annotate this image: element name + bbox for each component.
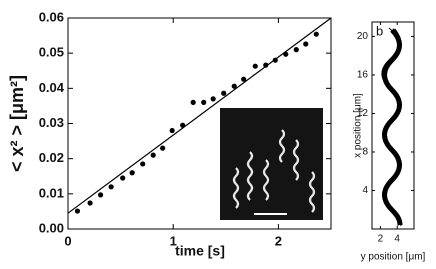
- data-point: [303, 41, 309, 47]
- y-tick-label: 8: [362, 147, 368, 158]
- data-point: [74, 208, 81, 214]
- y-tick-label: 0.00: [39, 220, 64, 235]
- y-axis-label: x position [μm]: [353, 93, 364, 158]
- data-point: [87, 200, 93, 206]
- x-tick-label: 0: [64, 233, 71, 248]
- plot-frame: [371, 21, 415, 230]
- y-tick-label: 4: [362, 185, 368, 196]
- x-axis-label: y position [μm]: [361, 252, 426, 263]
- fit-line: [67, 17, 332, 214]
- data-point: [120, 175, 126, 181]
- x-tick-label: 4: [394, 234, 400, 245]
- data-point: [129, 170, 135, 176]
- y-tick-label: 0.03: [39, 115, 64, 130]
- data-point: [231, 83, 237, 89]
- inset-filaments: [232, 129, 316, 213]
- inset-background: [220, 108, 323, 220]
- data-point: [140, 161, 146, 167]
- data-point: [169, 127, 175, 134]
- data-point: [221, 90, 227, 96]
- y-tick-label: 0.02: [39, 150, 64, 165]
- x-tick-label: 2: [378, 234, 384, 245]
- data-point: [201, 99, 207, 105]
- data-point: [150, 152, 156, 158]
- data-point: [108, 184, 114, 190]
- y-axis-label: < x² > [μm²]: [7, 75, 27, 172]
- data-point: [263, 62, 269, 68]
- y-tick-label: 0.05: [39, 45, 64, 60]
- x-tick-label: 1: [170, 233, 177, 248]
- trajectory: [381, 27, 403, 227]
- y-tick-label: 0.06: [39, 9, 64, 24]
- data-point: [241, 76, 247, 82]
- inset-image: [220, 108, 323, 220]
- data-point: [252, 63, 258, 69]
- data-point: [190, 99, 196, 105]
- y-tick-label: 20: [357, 31, 369, 42]
- y-tick-label: 16: [357, 70, 369, 81]
- data-point: [293, 47, 299, 53]
- x-tick-label: 2: [275, 233, 282, 248]
- y-tick-label: 12: [357, 108, 369, 119]
- data-point: [313, 31, 319, 37]
- y-tick-label: 0.01: [39, 185, 64, 200]
- y-tick-label: 0.04: [39, 80, 65, 95]
- data-point: [160, 145, 166, 151]
- panel-label: b: [376, 23, 383, 38]
- x-axis-label: time [s]: [175, 243, 225, 259]
- data-point: [98, 192, 104, 198]
- data-point: [210, 96, 216, 102]
